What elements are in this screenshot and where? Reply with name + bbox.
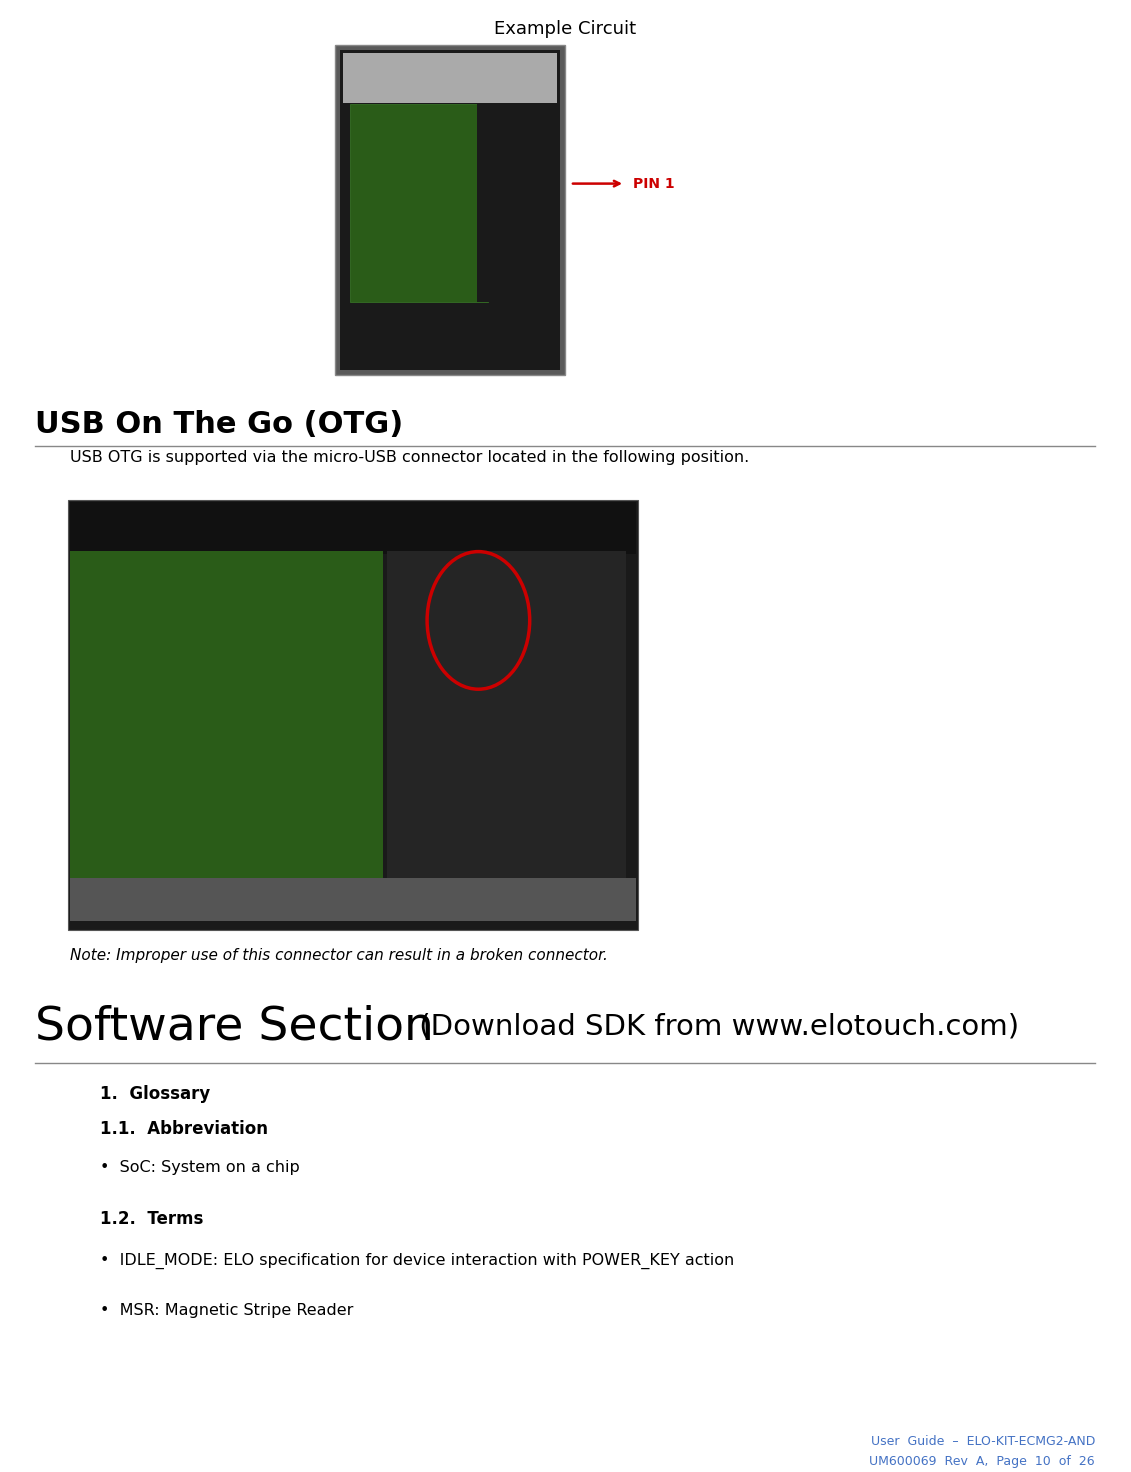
Text: Software Section: Software Section bbox=[35, 1005, 434, 1050]
Text: UM600069  Rev  A,  Page  10  of  26: UM600069 Rev A, Page 10 of 26 bbox=[870, 1454, 1095, 1468]
Text: •  IDLE_MODE: ELO specification for device interaction with POWER_KEY action: • IDLE_MODE: ELO specification for devic… bbox=[100, 1253, 734, 1269]
Bar bbox=[70, 502, 636, 553]
Bar bbox=[340, 50, 560, 369]
Text: Note: Improper use of this connector can result in a broken connector.: Note: Improper use of this connector can… bbox=[70, 948, 607, 963]
Bar bbox=[387, 551, 625, 902]
Text: PIN 1: PIN 1 bbox=[633, 177, 674, 190]
Text: •  SoC: System on a chip: • SoC: System on a chip bbox=[100, 1160, 300, 1175]
Text: Example Circuit: Example Circuit bbox=[494, 21, 637, 38]
Text: 1.1.  Abbreviation: 1.1. Abbreviation bbox=[100, 1120, 268, 1138]
Bar bbox=[335, 46, 566, 375]
Text: (Download SDK from www.elotouch.com): (Download SDK from www.elotouch.com) bbox=[411, 1013, 1019, 1041]
Bar bbox=[477, 105, 546, 302]
Text: USB On The Go (OTG): USB On The Go (OTG) bbox=[35, 411, 404, 439]
Bar bbox=[343, 53, 556, 103]
Text: USB OTG is supported via the micro-USB connector located in the following positi: USB OTG is supported via the micro-USB c… bbox=[70, 450, 749, 465]
Bar bbox=[349, 105, 487, 302]
Bar bbox=[70, 877, 636, 921]
Text: 1.2.  Terms: 1.2. Terms bbox=[100, 1210, 204, 1228]
Text: 1.  Glossary: 1. Glossary bbox=[100, 1085, 210, 1103]
Bar bbox=[70, 551, 383, 902]
Bar bbox=[68, 500, 638, 930]
Text: •  MSR: Magnetic Stripe Reader: • MSR: Magnetic Stripe Reader bbox=[100, 1303, 353, 1317]
Text: User  Guide  –  ELO-KIT-ECMG2-AND: User Guide – ELO-KIT-ECMG2-AND bbox=[871, 1435, 1095, 1448]
